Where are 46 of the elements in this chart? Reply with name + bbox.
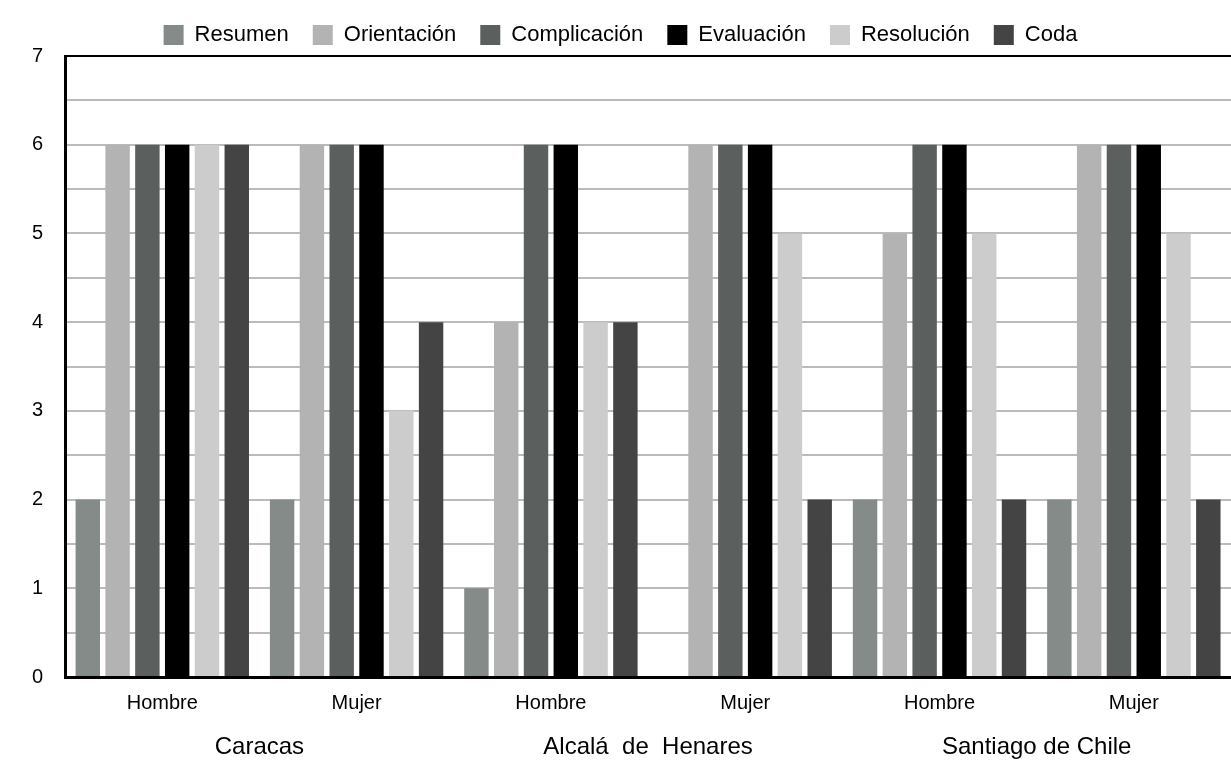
bar: [329, 144, 354, 676]
x-tick-label: Mujer: [1108, 690, 1160, 713]
y-tick-label: 6: [32, 132, 44, 155]
legend-label: Coda: [1024, 21, 1079, 47]
legend-label: Resumen: [194, 21, 289, 47]
bar: [972, 233, 997, 676]
y-tick-label: 1: [32, 575, 44, 598]
bar: [613, 322, 638, 676]
x-tick-label: Hombre: [126, 690, 198, 713]
bar: [777, 233, 803, 676]
bar: [523, 144, 549, 676]
text: Caracas: [214, 731, 305, 759]
bar: [1047, 499, 1072, 676]
y-tick-label: 7: [32, 43, 44, 66]
bar: [418, 322, 444, 676]
text: Santiago de Chile: [941, 731, 1132, 759]
bar: [464, 588, 489, 676]
bar: [75, 499, 101, 676]
legend-label: Resolución: [860, 21, 970, 47]
legend-label: Complicación: [511, 21, 644, 47]
legend-label: Evaluación: [698, 21, 806, 47]
x-tick-label: Hombre: [903, 690, 976, 713]
x-tick-label: Mujer: [720, 690, 771, 713]
text: Alcalá de Henares: [543, 731, 753, 759]
bar: [718, 144, 743, 676]
y-tick-label: 3: [32, 398, 44, 421]
bar: [1001, 499, 1027, 676]
x-tick-label: Hombre: [515, 690, 587, 713]
bar: [852, 499, 878, 676]
y-tick-label: 5: [32, 220, 44, 243]
bar: [1166, 233, 1191, 676]
bar: [1106, 144, 1132, 676]
bar: [1196, 499, 1221, 676]
y-tick-label: 2: [32, 487, 44, 510]
bar: [389, 410, 414, 676]
bar: [807, 499, 832, 676]
y-tick-label: 0: [32, 664, 44, 687]
legend-label: Orientación: [343, 21, 457, 47]
bar: [583, 322, 608, 676]
bar: [194, 144, 220, 676]
y-tick-label: 4: [32, 309, 44, 332]
bar: [135, 144, 160, 676]
bar: [224, 144, 249, 676]
bar: [269, 499, 295, 676]
bar: [912, 144, 937, 676]
x-tick-label: Mujer: [331, 690, 382, 713]
